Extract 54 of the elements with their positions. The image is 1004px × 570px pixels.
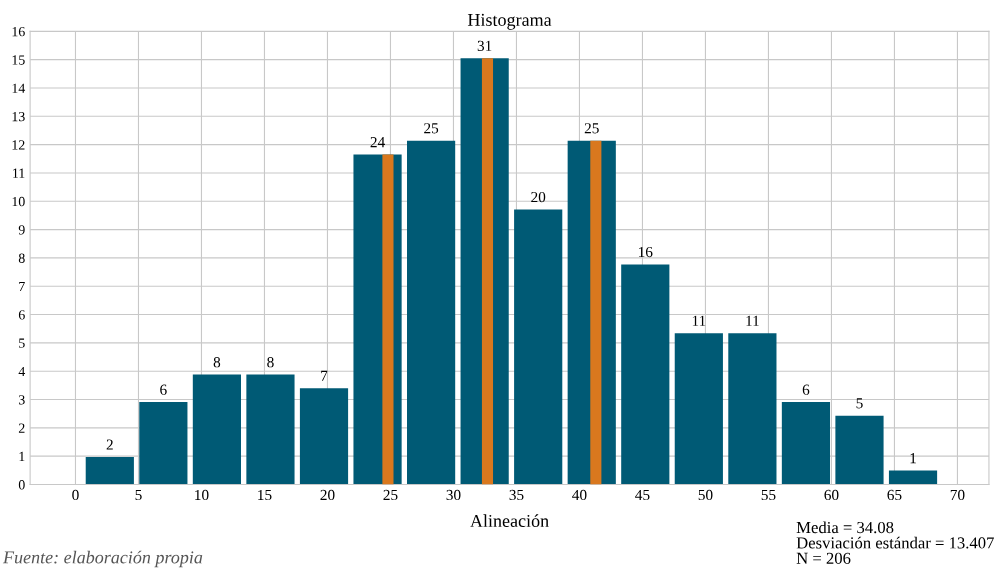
annotation: 2 [106, 439, 113, 450]
x-axis-title: Alineación [470, 514, 549, 528]
annotation: 20 [531, 191, 546, 203]
x-tick-label: 55 [761, 489, 776, 501]
y-tick-label: 10 [12, 196, 25, 207]
y-tick-label: 14 [12, 83, 26, 93]
annotation: 8 [213, 357, 221, 368]
y-tick-label: 11 [13, 168, 25, 178]
y-tick-label: 9 [18, 225, 25, 235]
y-tick-label: 0 [18, 480, 25, 490]
annotation: 7 [321, 370, 328, 381]
x-tick-label: 20 [320, 489, 335, 501]
annotation: 25 [424, 123, 439, 134]
source-note: Fuente: elaboración propia [2, 550, 203, 568]
x-tick-label: 10 [195, 489, 209, 501]
text: N = 206 [796, 552, 851, 564]
x-tick-label: 25 [383, 489, 398, 501]
y-tick-label: 8 [18, 253, 25, 263]
x-tick-label: 15 [258, 489, 272, 501]
annotation: 6 [160, 384, 167, 395]
y-tick-label: 5 [19, 338, 25, 348]
y-tick-label: 1 [19, 451, 25, 461]
annotation: 31 [477, 40, 492, 51]
annotation: 1 [910, 453, 916, 464]
text: Desviación estándar = 13.407 [796, 536, 994, 549]
chart-title: Histograma [467, 13, 552, 30]
x-tick-label: 60 [824, 489, 839, 501]
annotation: 16 [638, 246, 653, 258]
y-tick-label: 12 [12, 140, 25, 150]
x-tick-label: 65 [887, 489, 902, 501]
annotation: 5 [856, 398, 863, 409]
x-tick-label: 0 [72, 489, 79, 501]
y-tick-label: 2 [18, 423, 25, 433]
annotation: 11 [746, 315, 759, 326]
x-tick-label: 50 [698, 489, 713, 501]
x-tick-label: 35 [509, 489, 524, 501]
y-tick-label: 3 [18, 395, 25, 405]
x-tick-label: 40 [572, 489, 587, 501]
y-tick-label: 7 [19, 281, 25, 292]
annotation: 6 [802, 384, 810, 395]
x-tick-label: 70 [950, 489, 965, 501]
text: Media = 34.08 [796, 521, 894, 534]
x-tick-label: 45 [635, 489, 650, 501]
y-tick-label: 6 [18, 310, 25, 320]
x-tick-label: 5 [135, 489, 142, 501]
y-tick-label: 15 [12, 55, 25, 65]
annotation: 24 [370, 137, 385, 148]
annotation: 25 [584, 123, 599, 134]
annotation: 8 [267, 357, 274, 368]
annotation: 11 [692, 315, 706, 326]
y-tick-label: 4 [18, 366, 26, 377]
x-tick-label: 30 [446, 489, 461, 501]
y-tick-label: 16 [12, 26, 25, 37]
y-tick-label: 13 [12, 111, 25, 122]
